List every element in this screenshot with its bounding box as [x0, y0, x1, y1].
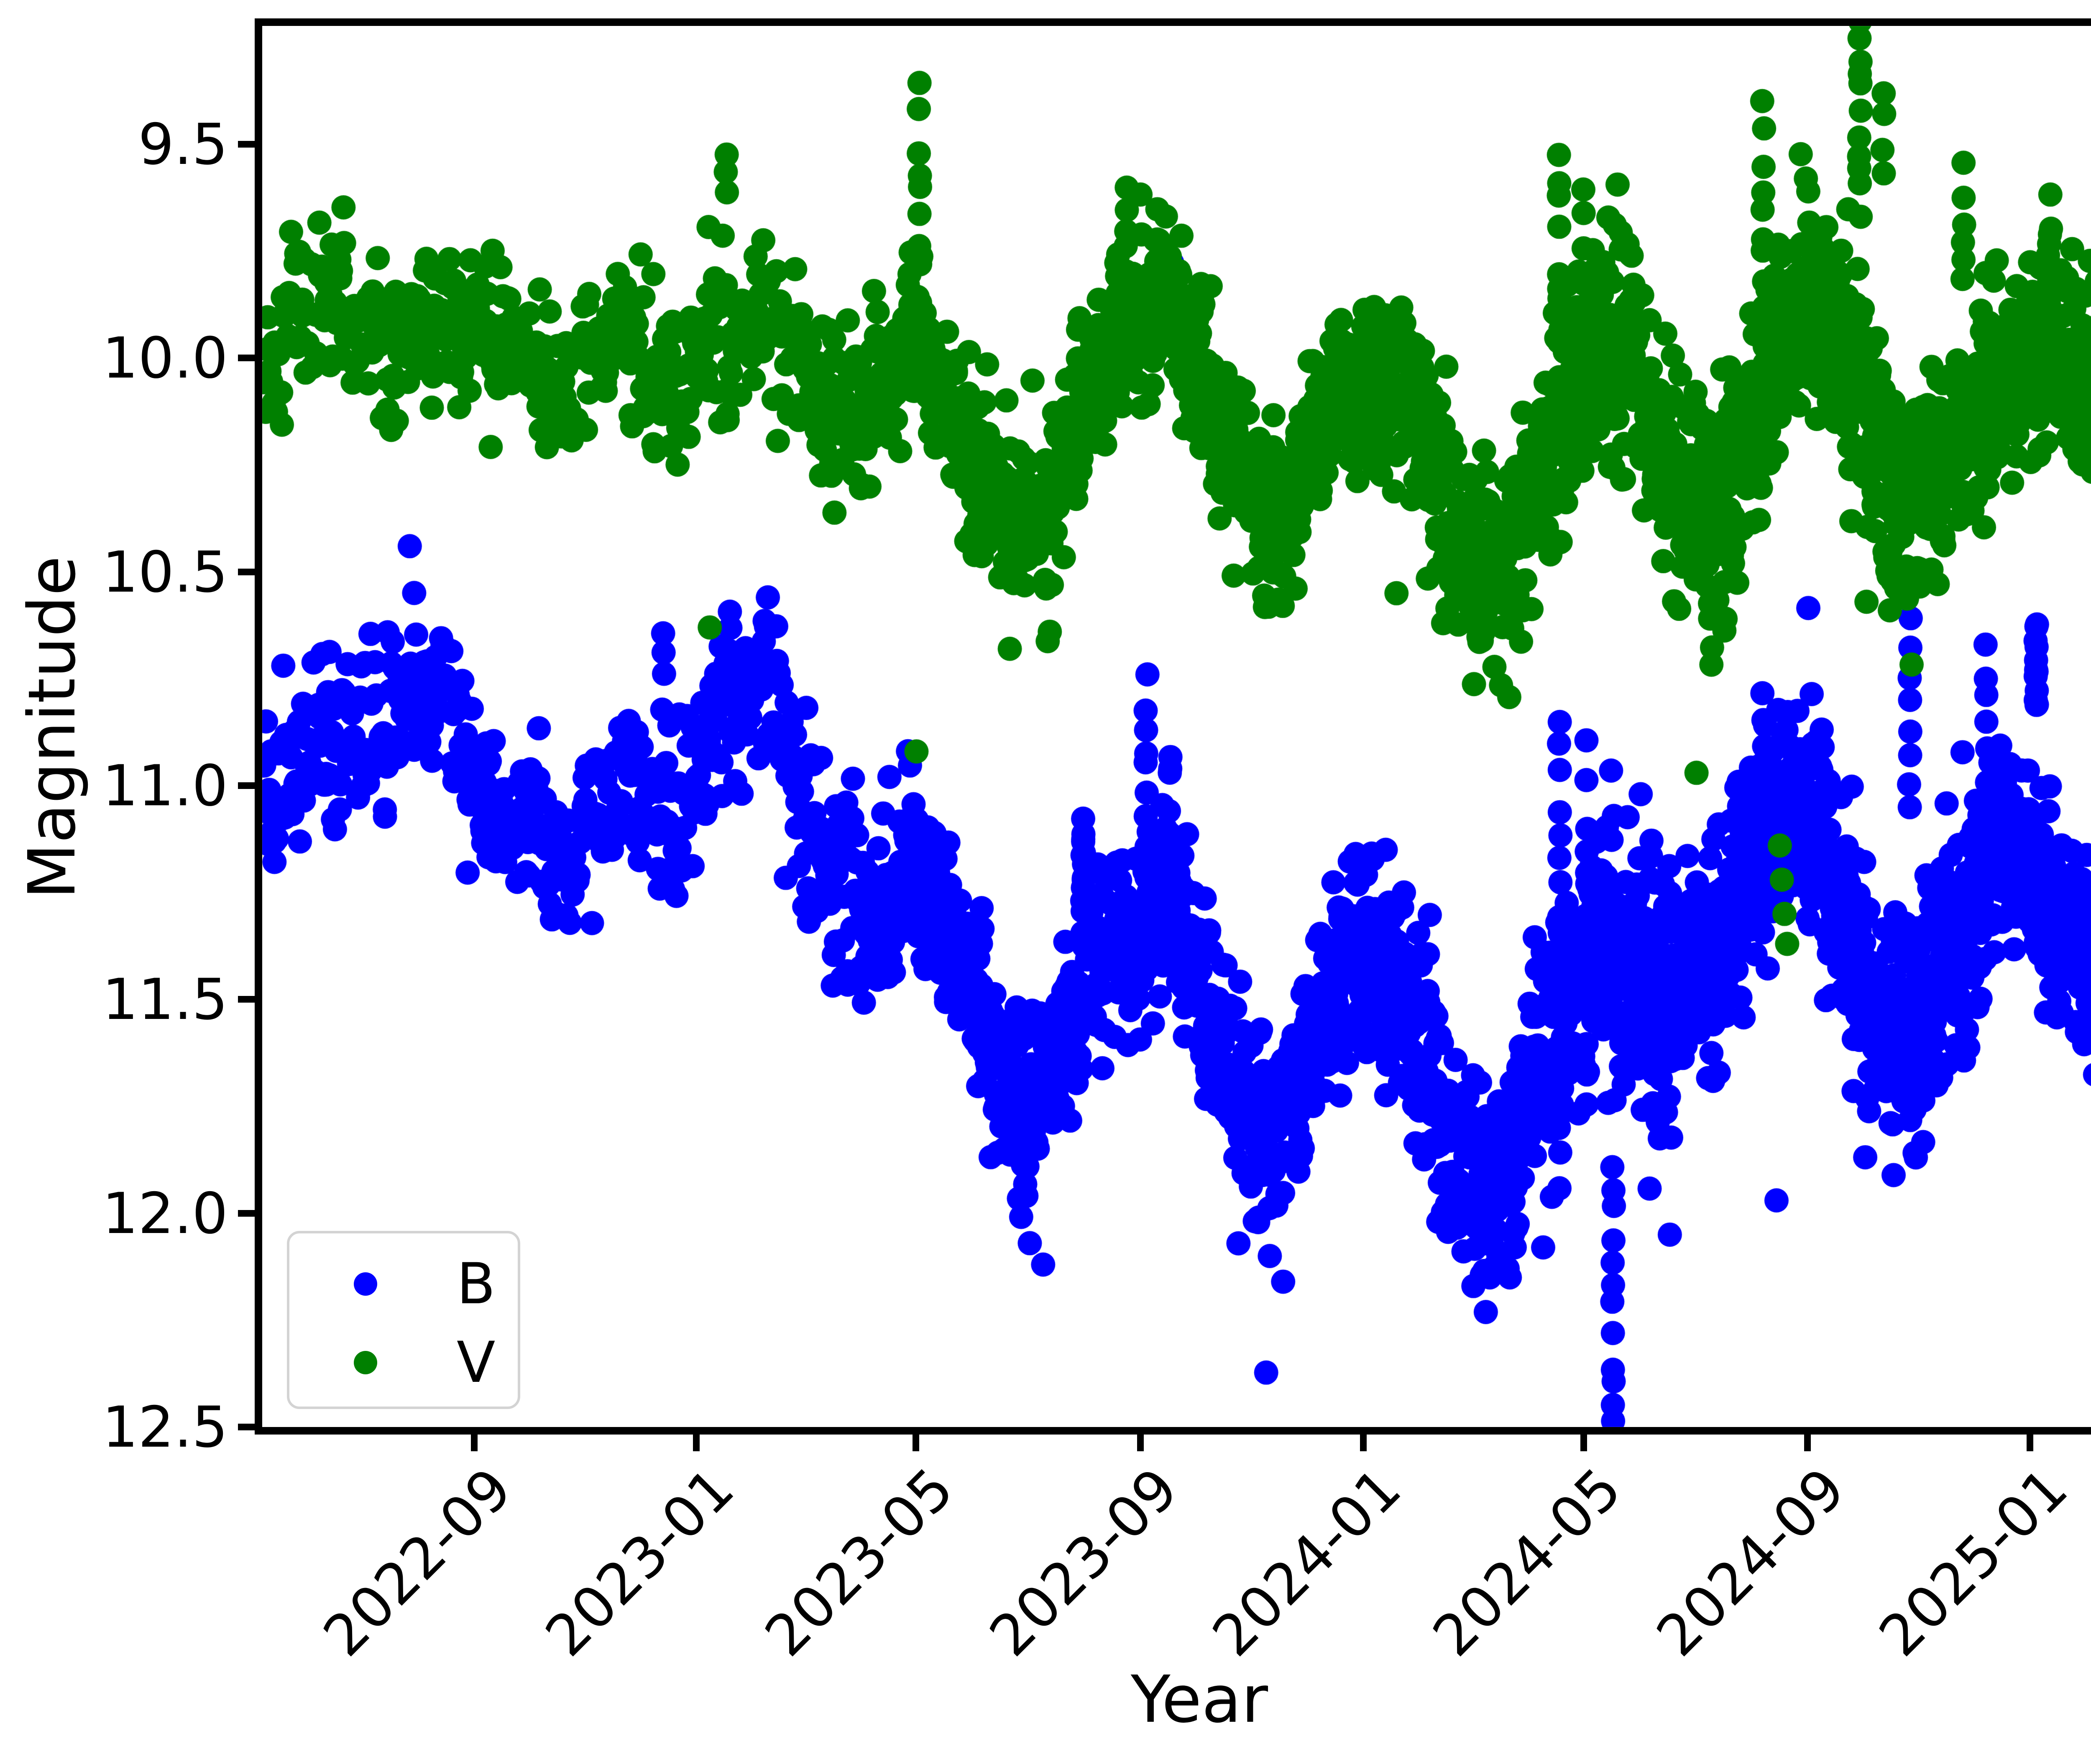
- x-axis-title: Year: [1130, 1662, 1268, 1737]
- y-tick-mark: [238, 782, 255, 789]
- y-axis-title: Magnitude: [14, 556, 90, 899]
- legend-item-v: V: [289, 1333, 518, 1392]
- y-tick-mark: [238, 141, 255, 148]
- legend-label-b: B: [457, 1251, 496, 1317]
- y-tick-mark: [238, 1210, 255, 1217]
- y-tick-label: 12.0: [102, 1180, 228, 1246]
- b-series-marker-icon: [354, 1272, 377, 1296]
- y-tick-label: 11.5: [102, 967, 228, 1033]
- x-tick-mark: [1137, 1435, 1144, 1451]
- y-tick-label: 10.0: [102, 325, 228, 391]
- legend-label-v: V: [457, 1330, 496, 1395]
- y-tick-label: 9.5: [138, 112, 228, 177]
- y-tick-mark: [238, 568, 255, 575]
- y-tick-label: 10.5: [102, 539, 228, 605]
- x-tick-mark: [693, 1435, 700, 1451]
- y-tick-label: 12.5: [102, 1394, 228, 1460]
- y-tick-mark: [238, 355, 255, 362]
- x-tick-mark: [471, 1435, 478, 1451]
- v-series-marker-icon: [354, 1351, 377, 1374]
- y-tick-label: 11.0: [102, 753, 228, 819]
- y-tick-mark: [238, 996, 255, 1003]
- x-tick-mark: [2026, 1435, 2033, 1451]
- x-tick-mark: [1360, 1435, 1367, 1451]
- legend-item-b: B: [289, 1255, 518, 1313]
- x-tick-mark: [1804, 1435, 1811, 1451]
- legend: B V: [287, 1231, 520, 1409]
- y-tick-mark: [238, 1424, 255, 1431]
- x-tick-mark: [912, 1435, 919, 1451]
- x-tick-mark: [1580, 1435, 1587, 1451]
